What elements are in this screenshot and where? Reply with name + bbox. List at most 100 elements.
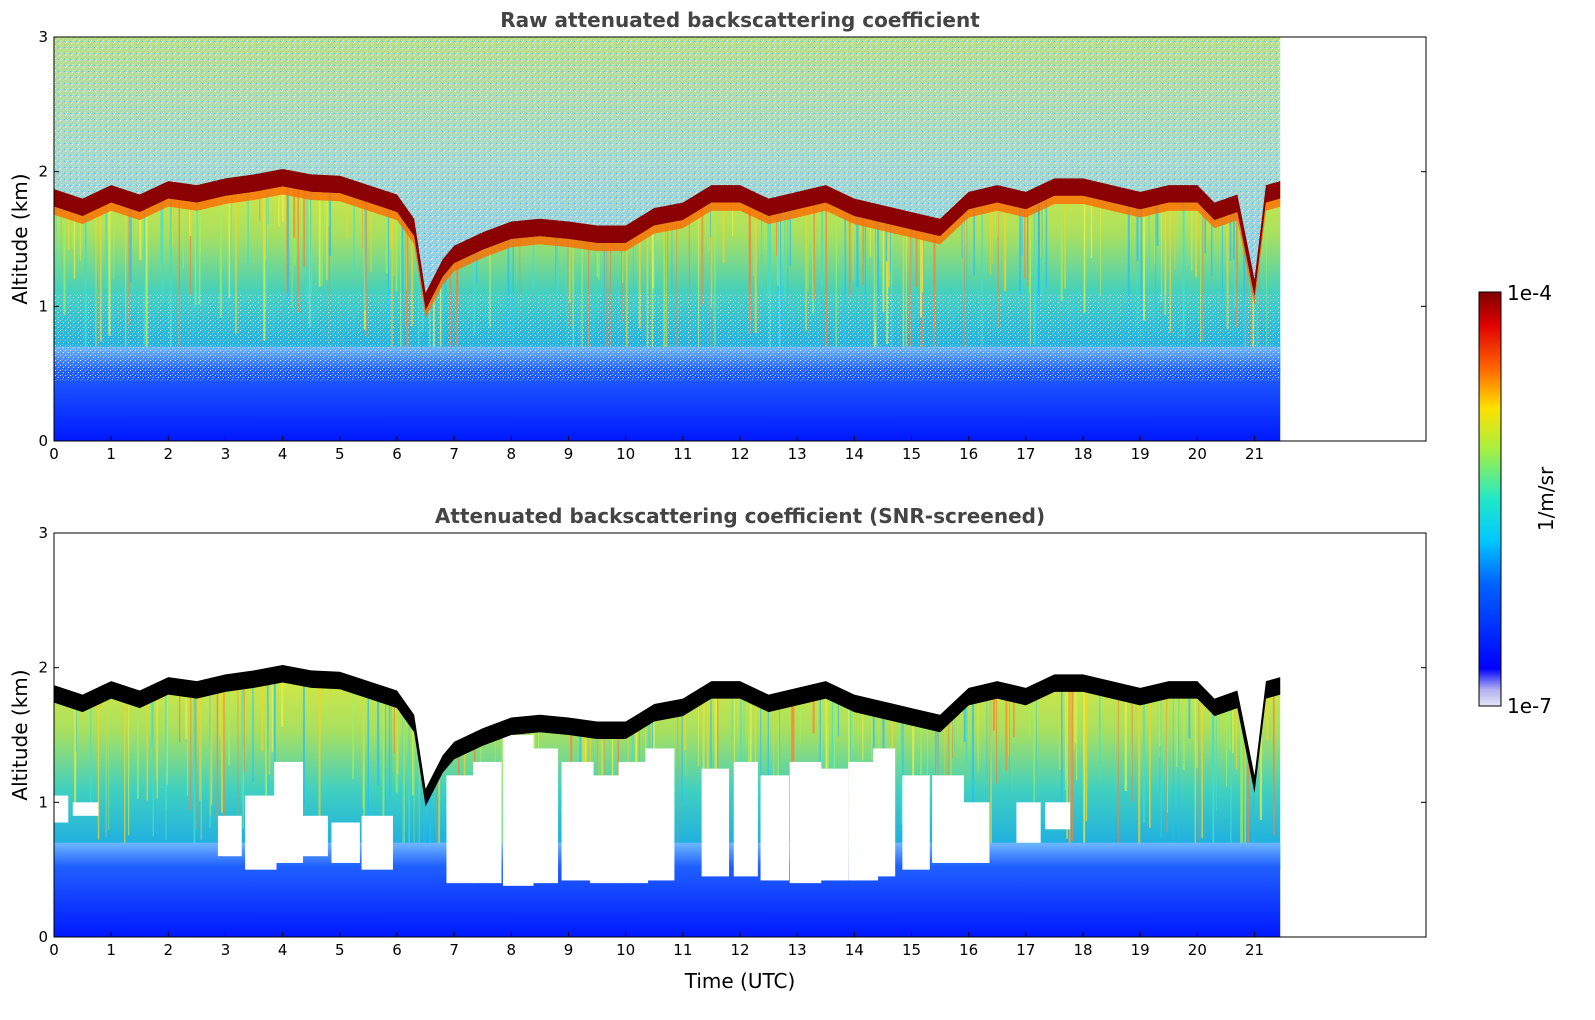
raw-x-tick-label: 21	[1245, 445, 1264, 463]
raw-y-tick-label: 1	[38, 297, 48, 315]
colorbar-max-label: 1e-4	[1507, 281, 1552, 305]
screened-masked-region	[733, 761, 758, 877]
raw-y-tick-label: 0	[38, 432, 48, 450]
screened-masked-region	[701, 768, 730, 877]
screened-x-axis: 0 1 2 3 4 5 6 7 8 9 10 11 12 13 14 15 16 17 18 19 20 21	[49, 932, 1264, 959]
screened-y-axis-label: Altitude (km)	[8, 669, 32, 800]
screened-masked-region	[902, 775, 930, 870]
screened-masked-region	[72, 802, 99, 816]
screened-masked-region	[54, 795, 69, 823]
screened-masked-region	[502, 735, 534, 886]
screened-masked-region	[873, 748, 896, 877]
raw-x-tick-label: 18	[1073, 445, 1092, 463]
screened-panel-title: Attenuated backscattering coefficient (S…	[435, 504, 1045, 528]
raw-x-tick-label: 0	[49, 445, 59, 463]
screened-x-tick-label: 1	[106, 941, 116, 959]
screened-masked-region	[760, 775, 790, 881]
screened-x-tick-label: 2	[164, 941, 174, 959]
screened-masked-region	[245, 795, 277, 870]
screened-x-tick-label: 18	[1073, 941, 1092, 959]
screened-x-tick-label: 10	[616, 941, 635, 959]
screened-masked-region	[361, 815, 393, 870]
x-axis-label: Time (UTC)	[684, 969, 796, 993]
screened-masked-region	[446, 775, 475, 884]
raw-x-tick-label: 12	[730, 445, 749, 463]
raw-panel-title: Raw attenuated backscattering coefficien…	[500, 8, 980, 32]
screened-masked-region	[645, 748, 675, 881]
screened-masked-region	[301, 815, 328, 857]
raw-low-speckle	[54, 292, 1281, 381]
screened-masked-region	[274, 761, 304, 863]
raw-x-tick-label: 13	[788, 445, 807, 463]
screened-cloud-base-band	[54, 664, 1281, 807]
screened-x-tick-label: 3	[221, 941, 231, 959]
raw-x-tick-label: 11	[673, 445, 692, 463]
raw-x-tick-label: 5	[335, 445, 345, 463]
raw-x-tick-label: 14	[845, 445, 864, 463]
raw-backscatter-panel: Raw attenuated backscattering coefficien…	[8, 8, 1427, 463]
raw-x-tick-label: 1	[106, 445, 116, 463]
raw-x-tick-label: 2	[164, 445, 174, 463]
screened-masked-region	[818, 768, 849, 881]
screened-masked-above-cloud	[54, 533, 1281, 792]
raw-x-tick-label: 6	[392, 445, 402, 463]
screened-x-tick-label: 4	[278, 941, 288, 959]
screened-y-tick-label: 3	[38, 524, 48, 542]
screened-y-tick-label: 2	[38, 659, 48, 677]
screened-x-tick-label: 5	[335, 941, 345, 959]
raw-x-tick-label: 4	[278, 445, 288, 463]
raw-x-tick-label: 10	[616, 445, 635, 463]
raw-heatmap-area	[54, 37, 1281, 441]
screened-masked-region	[561, 761, 594, 881]
screened-y-axis: 0 1 2 3	[38, 524, 1426, 946]
screened-masked-region	[331, 822, 360, 863]
raw-y-tick-label: 3	[38, 28, 48, 46]
screened-x-tick-label: 17	[1016, 941, 1035, 959]
screened-x-tick-label: 13	[788, 941, 807, 959]
screened-x-tick-label: 0	[49, 941, 59, 959]
raw-x-tick-label: 3	[221, 445, 231, 463]
screened-masked-region	[961, 802, 990, 863]
screened-y-tick-label: 1	[38, 793, 48, 811]
raw-x-tick-label: 20	[1188, 445, 1207, 463]
screened-masked-region	[473, 761, 502, 884]
screened-x-tick-label: 21	[1245, 941, 1264, 959]
screened-masked-region	[530, 748, 559, 884]
screened-masked-region	[1016, 802, 1041, 843]
raw-y-axis-label: Altitude (km)	[8, 173, 32, 304]
colorbar-gradient	[1478, 291, 1502, 707]
screened-y-tick-label: 0	[38, 928, 48, 946]
screened-masked-region	[217, 815, 242, 857]
screened-x-tick-label: 12	[730, 941, 749, 959]
raw-y-tick-label: 2	[38, 163, 48, 181]
screened-masked-region	[848, 761, 879, 881]
screened-masked-region	[932, 775, 964, 863]
screened-x-tick-label: 11	[673, 941, 692, 959]
screened-masked-region	[590, 775, 620, 884]
raw-x-tick-label: 17	[1016, 445, 1035, 463]
raw-cloud-base-band	[54, 168, 1281, 311]
screened-heatmap-area	[54, 533, 1281, 937]
screened-masked-region	[1045, 802, 1071, 830]
raw-x-tick-label: 9	[564, 445, 574, 463]
screened-x-tick-label: 16	[959, 941, 978, 959]
raw-x-tick-label: 7	[449, 445, 459, 463]
raw-x-tick-label: 16	[959, 445, 978, 463]
screened-backscatter-panel: Attenuated backscattering coefficient (S…	[8, 504, 1427, 993]
raw-x-tick-label: 8	[507, 445, 517, 463]
screened-x-tick-label: 15	[902, 941, 921, 959]
screened-x-tick-label: 9	[564, 941, 574, 959]
colorbar: 1e-4 1e-7 1/m/sr	[1478, 281, 1558, 718]
raw-x-tick-label: 15	[902, 445, 921, 463]
raw-x-axis: 0 1 2 3 4 5 6 7 8 9 10 11 12 13 14 15 16 17 18 19 20 21	[49, 436, 1264, 463]
screened-masked-region	[789, 761, 822, 884]
raw-x-tick-label: 19	[1131, 445, 1150, 463]
screened-x-tick-label: 7	[449, 941, 459, 959]
screened-x-tick-label: 19	[1131, 941, 1150, 959]
colorbar-unit-label: 1/m/sr	[1534, 466, 1558, 531]
screened-x-tick-label: 6	[392, 941, 402, 959]
screened-x-tick-label: 8	[507, 941, 517, 959]
raw-y-axis: 0 1 2 3	[38, 28, 1426, 450]
colorbar-min-label: 1e-7	[1507, 694, 1552, 718]
